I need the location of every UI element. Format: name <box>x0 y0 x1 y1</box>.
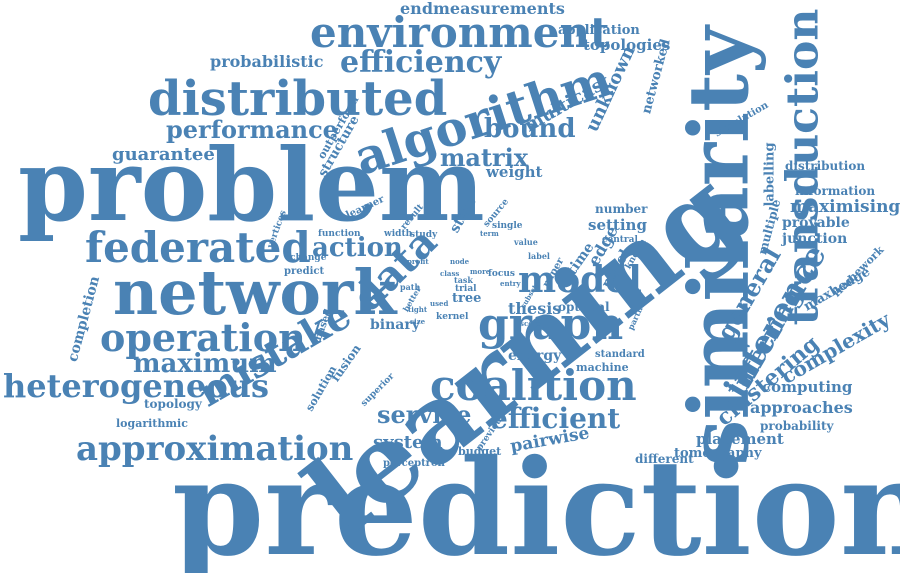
word: score <box>520 319 542 328</box>
word: distributed <box>148 71 448 127</box>
word: graph <box>478 299 624 350</box>
word: tomography <box>674 446 762 461</box>
word: energy <box>508 348 562 364</box>
word: performance <box>166 115 338 144</box>
word: service <box>377 400 472 429</box>
word: endmeasurements <box>400 0 565 18</box>
word: junction <box>782 231 848 247</box>
word: class <box>440 269 460 278</box>
word: trial <box>455 284 477 294</box>
word: label <box>528 251 550 261</box>
word: number <box>595 202 648 216</box>
word: probabilistic <box>210 52 324 71</box>
word: action <box>312 233 403 263</box>
word: machine <box>576 361 629 374</box>
word: heterogeneous <box>3 367 269 405</box>
word: efficiency <box>340 45 502 80</box>
word: focus <box>488 269 515 279</box>
word: distribution <box>785 159 866 173</box>
word: solution <box>302 363 340 414</box>
word: predict <box>284 266 325 277</box>
word: maximum <box>133 349 277 379</box>
word: network <box>113 256 397 329</box>
word: single <box>492 221 523 231</box>
word: topology <box>144 397 202 411</box>
word: optimal <box>558 300 610 314</box>
word: problem <box>18 126 485 244</box>
word: standard <box>595 349 645 360</box>
word: thesis <box>508 299 562 318</box>
word: operation <box>100 315 306 360</box>
word: kernel <box>436 312 469 322</box>
word: framework <box>830 243 887 300</box>
word: efficient <box>490 402 621 435</box>
word: path <box>400 282 421 292</box>
word: information <box>795 184 876 198</box>
word: coalition <box>430 361 637 410</box>
word: application <box>558 23 640 38</box>
word: probability <box>760 419 834 433</box>
word: central <box>602 235 638 245</box>
word: used <box>430 299 449 308</box>
word: computing <box>762 378 853 396</box>
word: perceptron <box>383 458 445 469</box>
word: matrix <box>440 143 529 172</box>
word: entry <box>500 279 521 288</box>
word: topologies <box>583 36 671 54</box>
word: size <box>410 317 426 326</box>
word: tree <box>452 291 482 306</box>
word: environment <box>310 8 610 57</box>
word: completion <box>64 274 104 364</box>
word: guarantee <box>112 144 215 165</box>
word: weight <box>486 163 543 181</box>
word: width <box>384 229 413 239</box>
word: federated <box>85 223 311 272</box>
word: logarithmic <box>116 417 188 430</box>
word: system <box>373 432 443 453</box>
word: change <box>290 253 327 263</box>
word: maximising <box>790 197 900 217</box>
word: approaches <box>750 398 853 417</box>
word: different <box>635 452 694 466</box>
word: function <box>318 229 361 239</box>
word: task <box>454 275 473 285</box>
word: more <box>470 267 491 276</box>
word: approximation <box>76 429 354 469</box>
word: bound <box>484 114 576 144</box>
word: profit <box>407 257 429 266</box>
word: tight <box>408 305 428 314</box>
word: model <box>518 259 642 301</box>
word: setting <box>588 216 647 234</box>
word: budget <box>458 445 502 458</box>
word: node <box>450 257 470 266</box>
word: value <box>514 237 538 247</box>
word: placement <box>696 430 784 448</box>
word: provable <box>782 215 850 231</box>
word: binary <box>370 317 420 333</box>
word: prediction <box>172 431 900 573</box>
word: term <box>480 229 499 238</box>
word: study <box>410 230 438 240</box>
